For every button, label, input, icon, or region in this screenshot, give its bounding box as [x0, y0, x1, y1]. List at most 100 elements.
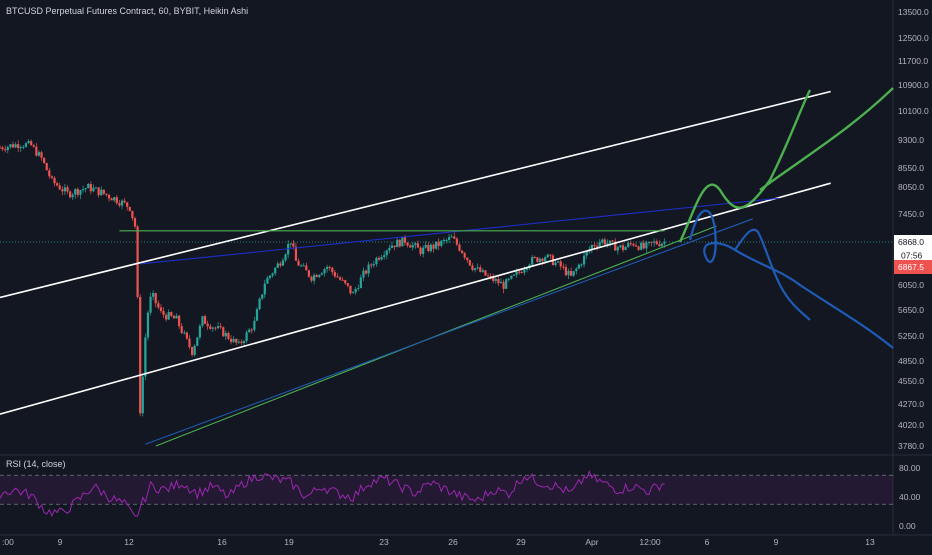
candle-body — [4, 149, 7, 151]
candle-body — [35, 146, 38, 156]
chart-legend: BTCUSD Perpetual Futures Contract, 60, B… — [6, 6, 249, 16]
candle-body — [601, 239, 604, 243]
candle-body — [455, 238, 458, 245]
candle-body — [370, 264, 373, 266]
candle-body — [198, 325, 201, 338]
candle-body — [414, 243, 417, 246]
candle-body — [188, 338, 191, 348]
candle-body — [538, 258, 542, 262]
candle-body — [178, 315, 181, 327]
candle-body — [19, 146, 22, 149]
candle-body — [232, 338, 235, 342]
candle-body — [458, 244, 461, 251]
candle-body — [9, 144, 12, 147]
candle-body — [300, 265, 303, 267]
candle-body — [450, 236, 453, 238]
candle-body — [32, 145, 35, 147]
rsi-band — [0, 475, 893, 505]
price-tick-label: 10100.0 — [898, 106, 929, 116]
candle-body — [105, 193, 108, 195]
time-tick-label: 29 — [516, 537, 526, 547]
candle-body — [432, 244, 435, 249]
candle-body — [367, 264, 370, 274]
candle-body — [466, 257, 469, 261]
candle-body — [193, 345, 196, 355]
candle-body — [253, 320, 256, 330]
candle-body — [289, 243, 292, 245]
candle-body — [37, 152, 41, 156]
candle-body — [40, 152, 43, 158]
candle-body — [536, 257, 539, 262]
candle-body — [401, 237, 404, 247]
candle-body — [157, 303, 160, 308]
candle-body — [190, 347, 194, 355]
candle-body — [56, 183, 59, 186]
candle-body — [489, 275, 492, 277]
candle-body — [196, 337, 199, 346]
candle-body — [276, 263, 279, 268]
candle-body — [416, 243, 420, 248]
candle-body — [22, 146, 25, 148]
candle-body — [663, 241, 666, 244]
candle-body — [149, 296, 152, 313]
candle-body — [61, 189, 64, 192]
candle-body — [442, 239, 446, 241]
candle-body — [229, 338, 233, 342]
candle-body — [645, 242, 648, 249]
current-price-badge — [894, 235, 932, 249]
candle-body — [533, 257, 536, 259]
candle-body — [58, 185, 61, 190]
rsi-tick-label: 0.00 — [899, 521, 916, 531]
candle-body — [595, 246, 599, 248]
candle-body — [274, 267, 277, 274]
candle-body — [183, 332, 186, 334]
candle-body — [388, 247, 391, 251]
channel-upper-line — [0, 90, 831, 299]
candle-body — [406, 242, 409, 246]
candle-body — [660, 243, 664, 247]
candle-body — [390, 245, 394, 248]
candle-body — [89, 183, 92, 192]
candle-body — [214, 327, 217, 329]
candle-body — [74, 189, 77, 195]
countdown-badge — [894, 249, 932, 262]
candle-body — [242, 341, 246, 344]
candle-body — [422, 247, 425, 255]
candle-body — [505, 279, 508, 289]
candle-body — [403, 237, 407, 243]
candle-body — [154, 293, 157, 304]
time-tick-label: 16 — [217, 537, 227, 547]
candle-body — [203, 316, 207, 324]
time-tick-label: 12 — [124, 537, 134, 547]
candle-body — [567, 270, 570, 276]
candle-body — [76, 189, 79, 195]
candle-body — [393, 245, 396, 248]
candle-body — [640, 242, 643, 250]
candle-body — [658, 244, 661, 247]
price-tick-label: 11700.0 — [898, 56, 928, 66]
candle-body — [598, 242, 601, 247]
candle-body — [107, 194, 111, 199]
candle-body — [172, 315, 176, 319]
time-tick-label: Apr — [585, 537, 598, 547]
candle-body — [372, 264, 375, 266]
candle-body — [344, 280, 347, 284]
candle-body — [310, 276, 313, 281]
candle-body — [250, 329, 253, 331]
candle-body — [429, 244, 433, 252]
candle-body — [27, 140, 30, 144]
candle-body — [375, 257, 378, 265]
candle-body — [364, 270, 368, 274]
candle-body — [50, 176, 54, 178]
candle-body — [115, 197, 118, 204]
candle-body — [302, 265, 305, 267]
candle-body — [279, 263, 282, 266]
candle-body — [245, 332, 248, 342]
candle-body — [30, 140, 33, 146]
candle-body — [235, 338, 238, 343]
candle-body — [63, 187, 66, 192]
time-tick-label: 6 — [705, 537, 710, 547]
candle-body — [486, 275, 490, 277]
